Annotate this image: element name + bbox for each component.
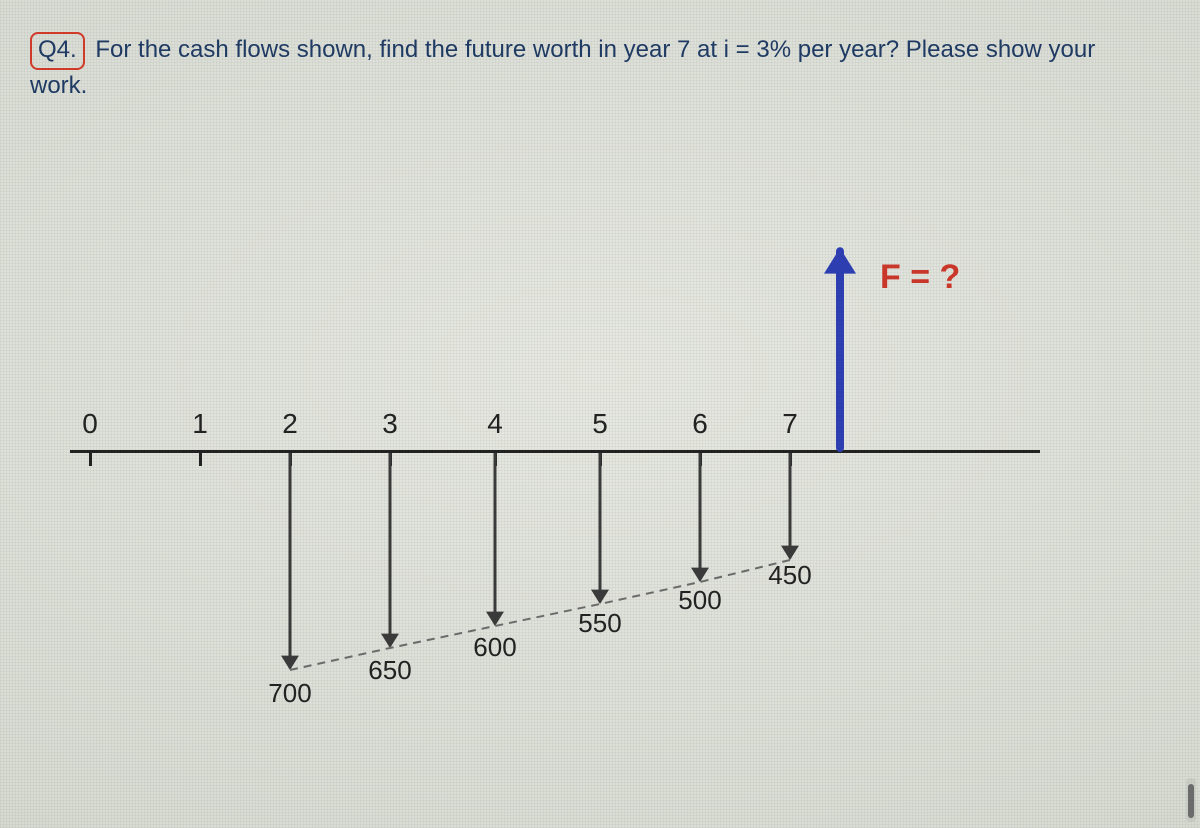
diagram-svg bbox=[0, 0, 1200, 828]
cashflow-value: 700 bbox=[268, 678, 311, 709]
cashflow-arrow bbox=[281, 453, 299, 670]
future-worth-arrow bbox=[824, 248, 856, 448]
cashflow-arrow bbox=[486, 453, 504, 626]
cashflow-arrow bbox=[691, 453, 709, 582]
cashflow-value: 650 bbox=[368, 655, 411, 686]
cashflow-value: 500 bbox=[678, 585, 721, 616]
cashflow-value: 550 bbox=[578, 608, 621, 639]
cashflow-arrow bbox=[381, 453, 399, 648]
cashflow-diagram: 01234567700650600550500450F = ? bbox=[0, 0, 1200, 828]
cashflow-arrow bbox=[781, 453, 799, 560]
future-worth-label: F = ? bbox=[880, 258, 960, 297]
cashflow-value: 450 bbox=[768, 560, 811, 591]
cashflow-arrow bbox=[591, 453, 609, 604]
cashflow-value: 600 bbox=[473, 632, 516, 663]
scrollbar-thumb[interactable] bbox=[1188, 784, 1194, 818]
